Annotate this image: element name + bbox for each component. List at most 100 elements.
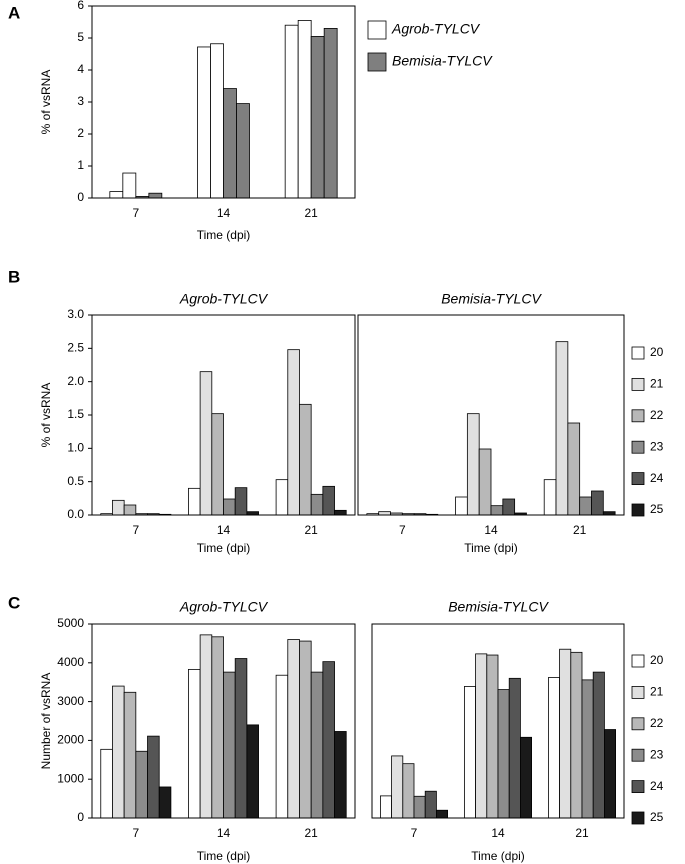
subplot-title: Agrob-TYLCV (179, 599, 269, 615)
bar (223, 671, 236, 819)
y-tick-label: 3000 (57, 694, 84, 708)
x-tick-label: 7 (132, 523, 139, 537)
bar (310, 493, 324, 516)
y-tick-label: 2 (77, 126, 84, 140)
bar (287, 639, 300, 819)
y-tick-label: 1.5 (67, 407, 84, 421)
plot-frame (371, 623, 625, 819)
legend-label: 20 (650, 345, 664, 359)
bar (122, 172, 137, 199)
bar (579, 496, 592, 516)
bar (297, 19, 312, 199)
bar (188, 487, 201, 516)
bar (466, 413, 480, 516)
bar (592, 671, 605, 819)
legend-label: Agrob-TYLCV (391, 21, 481, 37)
x-tick-label: 14 (484, 523, 498, 537)
bar (322, 661, 335, 819)
y-tick-label: 2000 (57, 733, 84, 747)
panel-label: A (8, 3, 20, 22)
x-tick-label: 21 (304, 826, 318, 840)
bar (284, 24, 299, 199)
bar (210, 43, 224, 199)
x-tick-label: 7 (132, 826, 139, 840)
bar (197, 46, 211, 199)
bar (123, 504, 137, 516)
y-tick-label: 6 (77, 0, 84, 12)
bar (424, 790, 437, 819)
plot-frame (91, 623, 356, 819)
subplot-title: Bemisia-TYLCV (448, 599, 549, 615)
legend-swatch (631, 440, 645, 454)
bar (497, 689, 510, 819)
bar (555, 341, 569, 516)
bar (275, 479, 289, 516)
bar (234, 487, 248, 516)
bar (478, 448, 492, 516)
bar (334, 731, 347, 819)
x-tick-label: 14 (217, 206, 231, 220)
bar (223, 88, 237, 199)
y-tick-label: 1.0 (67, 441, 84, 455)
legend-swatch (367, 52, 387, 72)
y-tick-label: 3.0 (67, 307, 84, 321)
legend-label: 23 (650, 747, 664, 761)
y-tick-label: 4000 (57, 655, 84, 669)
bar (379, 795, 392, 819)
y-tick-label: 4 (77, 62, 84, 76)
bar (246, 724, 259, 819)
bar (234, 658, 248, 819)
bar (123, 691, 137, 819)
bar (334, 509, 347, 516)
x-axis-label: Time (dpi) (197, 849, 251, 863)
y-tick-label: 3 (77, 94, 84, 108)
bar (475, 653, 488, 819)
bar (275, 674, 289, 819)
legend-label: 25 (650, 502, 664, 516)
x-tick-label: 7 (132, 206, 139, 220)
bar (502, 498, 516, 516)
y-axis-label: Number of vsRNA (39, 673, 53, 770)
legend-label: 24 (650, 471, 664, 485)
legend-swatch (631, 409, 645, 423)
legend-swatch (631, 346, 645, 360)
bar (581, 679, 594, 819)
bar (559, 648, 572, 819)
x-axis-label: Time (dpi) (197, 228, 251, 242)
bar (147, 735, 160, 819)
bar (520, 736, 533, 819)
bar (100, 748, 113, 819)
bar (413, 795, 426, 819)
bar (199, 371, 213, 516)
bar (435, 809, 448, 819)
bar (567, 422, 581, 516)
x-tick-label: 21 (304, 206, 318, 220)
legend-label: 23 (650, 439, 664, 453)
bar (299, 403, 312, 516)
bar (543, 479, 557, 516)
bar (158, 786, 172, 819)
subplot-title: Agrob-TYLCV (179, 291, 269, 307)
plot-frame (91, 314, 356, 516)
bar (310, 671, 324, 819)
bar (548, 677, 561, 819)
bar (299, 640, 312, 819)
panel-label: B (8, 267, 20, 286)
legend-label: 24 (650, 779, 664, 793)
x-tick-label: 14 (217, 523, 231, 537)
bar (402, 763, 415, 819)
bar (591, 490, 604, 516)
legend-swatch (631, 472, 645, 486)
bar (463, 686, 476, 819)
y-axis-label: % of vsRNA (39, 70, 53, 135)
legend-label: 21 (650, 377, 664, 391)
y-tick-label: 0 (77, 190, 84, 204)
bar (323, 27, 338, 199)
legend-label: 20 (650, 653, 664, 667)
bar (486, 654, 499, 819)
x-axis-label: Time (dpi) (471, 849, 525, 863)
panel-label: C (8, 593, 20, 612)
legend-swatch (367, 20, 387, 40)
y-tick-label: 1000 (57, 771, 84, 785)
